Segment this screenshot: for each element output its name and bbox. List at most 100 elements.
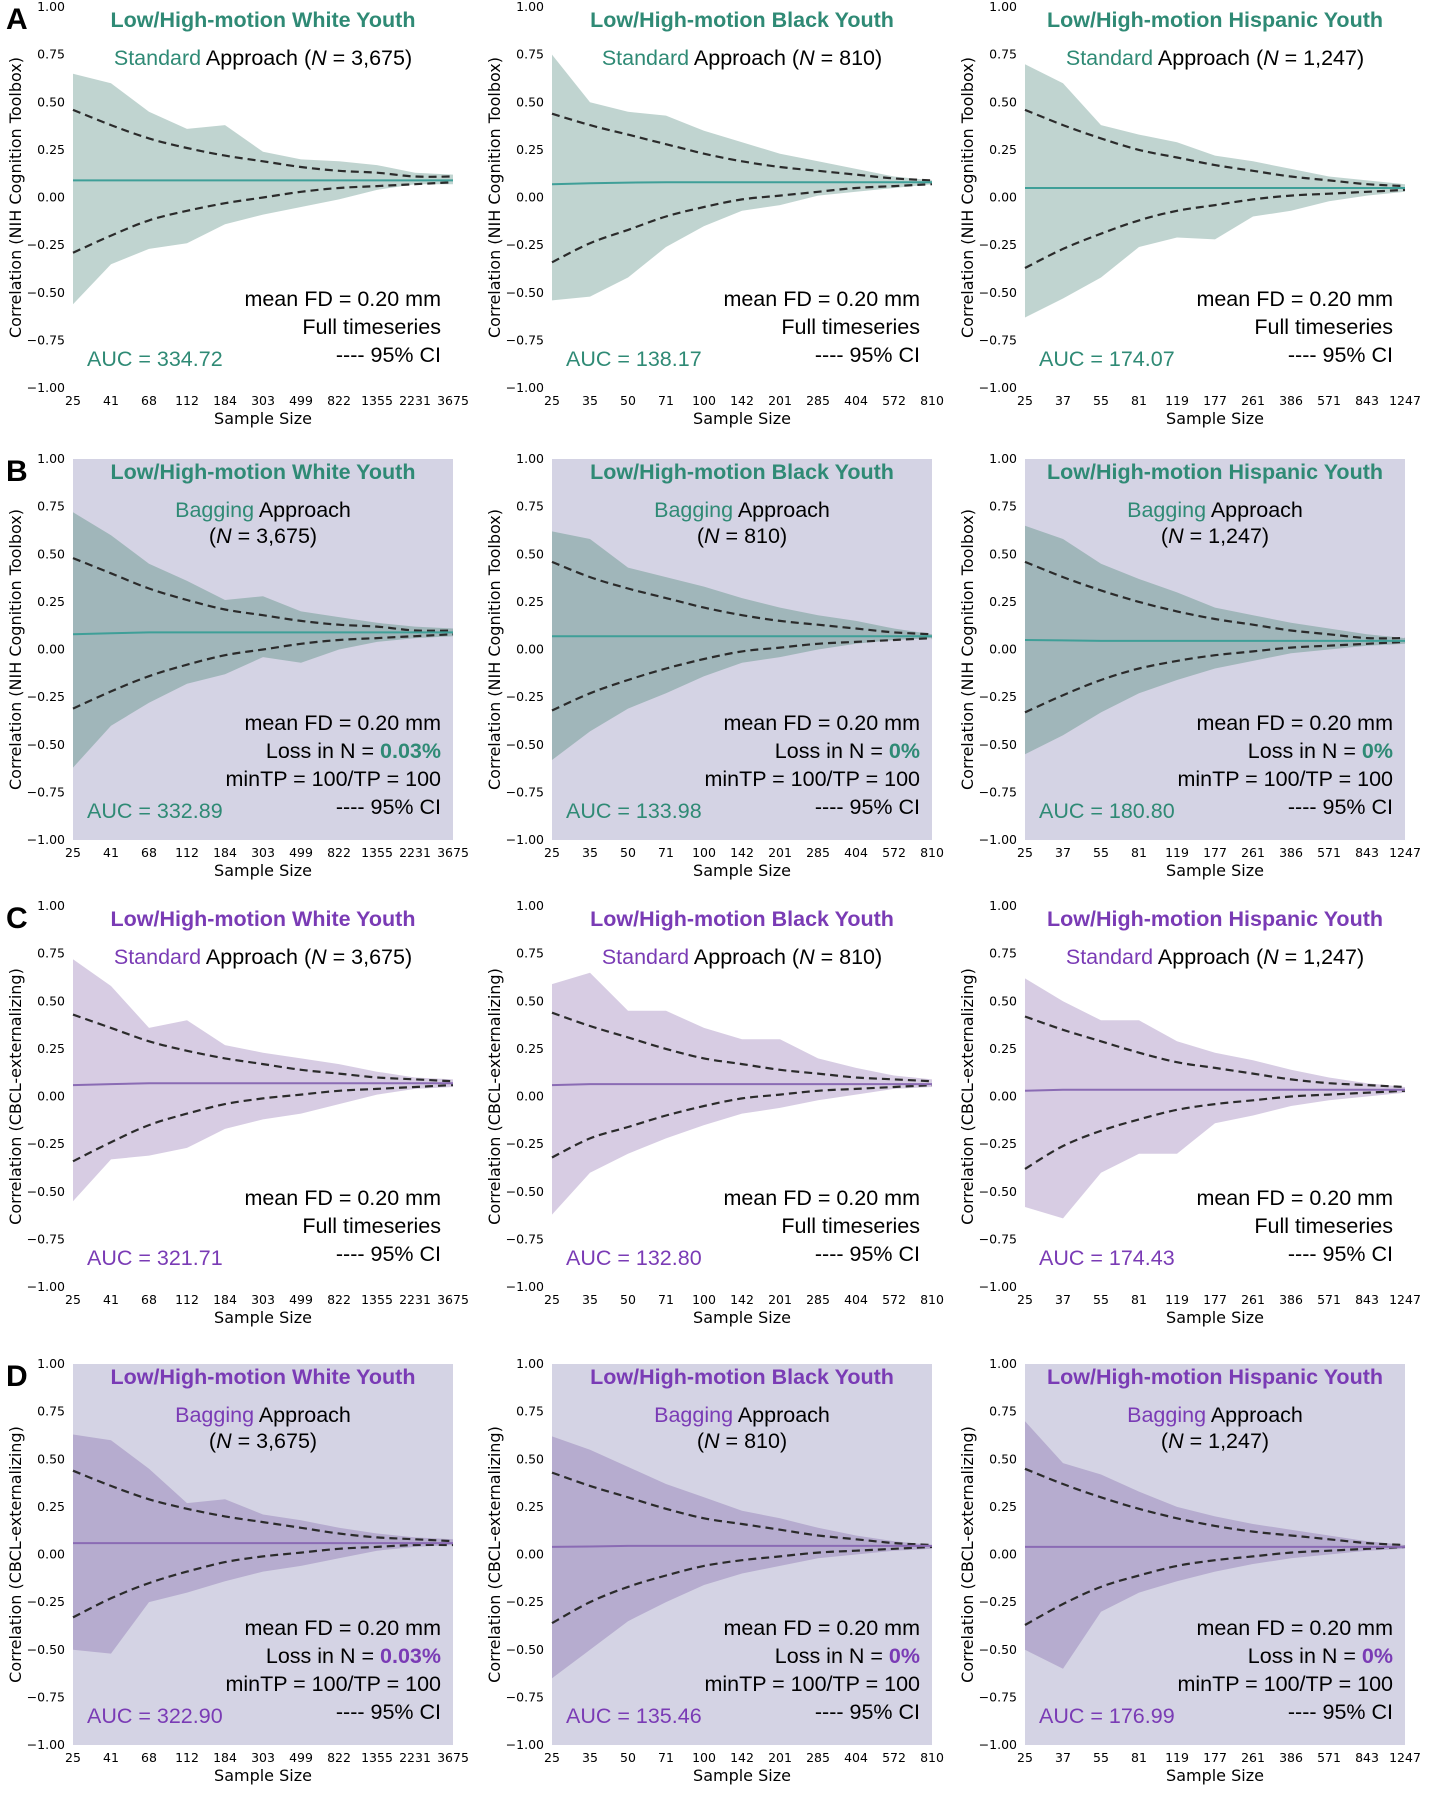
x-tick-label: 571 [1317, 845, 1341, 860]
y-tick-label: 0.00 [516, 642, 544, 657]
n-value: 810 [744, 524, 780, 548]
ci-upper-line [72, 557, 454, 632]
ci-upper-line [72, 1013, 454, 1083]
x-tick-label: 184 [213, 845, 237, 860]
y-tick-label: 0.75 [516, 47, 544, 62]
mean-fd-label: mean FD = 0.20 mm [723, 711, 920, 735]
approach-suffix-word: Approach [259, 498, 351, 522]
mintp-label: minTP = 100/TP = 100 [704, 767, 920, 791]
y-tick-label: −1.00 [506, 1279, 544, 1294]
x-axis-title: Sample Size [214, 1308, 312, 1327]
x-tick-label: 100 [692, 393, 716, 408]
approach-suffix-word: Approach [694, 46, 786, 70]
x-tick-label: 261 [1241, 1292, 1265, 1307]
panel-letter: C [6, 902, 28, 935]
n-open: ( [1250, 46, 1264, 70]
panel-title: Low/High-motion Hispanic Youth [1047, 1365, 1383, 1389]
y-tick-label: 1.00 [37, 0, 65, 14]
approach-suffix-word: Approach [1158, 46, 1250, 70]
correlation-range-band [1025, 64, 1405, 318]
chart-panel-8: 1.00 0.75 0.50 0.25 0.00 −0.25 −0.50 −0.75 −1.00… [485, 898, 944, 1327]
y-tick-label: 0.25 [37, 1499, 65, 1514]
y-tick-label: −1.00 [506, 380, 544, 395]
n-label: (N = 3,675) [209, 524, 317, 548]
approach-name: Standard [114, 945, 201, 969]
loss-label: Loss in N = 0.03% [266, 1644, 441, 1668]
n-open: ( [1161, 524, 1169, 548]
approach-name: Standard [602, 46, 689, 70]
x-tick-label: 119 [1165, 1750, 1189, 1765]
x-tick-label: 71 [658, 845, 674, 860]
y-tick-label: −1.00 [506, 832, 544, 847]
loss-prefix: Loss in N = [266, 1644, 374, 1668]
n-equals: = [232, 1429, 257, 1453]
mintp-label: minTP = 100/TP = 100 [225, 1672, 441, 1696]
ci-upper-line [551, 1011, 933, 1083]
x-axis-title: Sample Size [214, 409, 312, 428]
approach-name: Bagging [175, 498, 254, 522]
mean-correlation-line [551, 1083, 932, 1087]
y-tick-label: 1.00 [516, 0, 544, 14]
loss-value: 0% [889, 739, 920, 763]
x-tick-label: 142 [730, 845, 754, 860]
ci-upper-line [1024, 108, 1406, 188]
x-tick-label: 142 [730, 393, 754, 408]
x-axis-title: Sample Size [1166, 1766, 1264, 1785]
chart-panel-12: 1.00 0.75 0.50 0.25 0.00 −0.25 −0.50 −0.75 −1.00… [958, 1356, 1421, 1785]
ci-upper-line [72, 1469, 454, 1543]
y-tick-label: 0.00 [37, 1089, 65, 1104]
n-label: (N = 1,247) [1161, 524, 1269, 548]
mean-fd-label: mean FD = 0.20 mm [244, 711, 441, 735]
x-tick-label: 499 [289, 845, 313, 860]
x-axis-title: Sample Size [214, 861, 312, 880]
approach-label: Standard Approach (N = 1,247) [1066, 945, 1364, 969]
panel-title: Low/High-motion Black Youth [590, 1365, 894, 1389]
y-tick-label: 0.25 [37, 142, 65, 157]
approach-name: Standard [602, 945, 689, 969]
x-tick-label: 112 [175, 1750, 199, 1765]
x-tick-label: 1247 [1389, 393, 1421, 408]
y-tick-label: −0.25 [979, 689, 1017, 704]
x-tick-label: 25 [1017, 1292, 1033, 1307]
y-axis-title: Correlation (CBCL-externalizing) [6, 1426, 25, 1683]
approach-label: Standard Approach (N = 3,675) [114, 46, 412, 70]
x-tick-label: 100 [692, 1292, 716, 1307]
y-tick-label: −1.00 [979, 1279, 1017, 1294]
x-tick-label: 822 [327, 393, 351, 408]
y-tick-label: 1.00 [37, 1356, 65, 1371]
x-axis-title: Sample Size [693, 1766, 791, 1785]
x-tick-label: 41 [103, 1292, 119, 1307]
n-equals: = [1279, 945, 1304, 969]
y-tick-label: −0.25 [979, 237, 1017, 252]
y-tick-label: −0.75 [979, 784, 1017, 799]
y-tick-label: −0.25 [979, 1594, 1017, 1609]
n-open: ( [786, 46, 800, 70]
ci-lower-line [72, 181, 454, 254]
y-tick-label: 0.75 [516, 499, 544, 514]
mintp-label: minTP = 100/TP = 100 [1177, 767, 1393, 791]
x-tick-label: 822 [327, 1750, 351, 1765]
y-tick-label: 0.75 [37, 499, 65, 514]
x-tick-label: 81 [1131, 393, 1147, 408]
n-equals: = [815, 945, 840, 969]
y-tick-label: 0.25 [516, 142, 544, 157]
auc-label: AUC = 174.43 [1039, 1246, 1175, 1270]
correlation-range-band [552, 54, 932, 301]
y-tick-label: −0.25 [506, 1594, 544, 1609]
x-tick-label: 50 [620, 845, 636, 860]
mean-fd-label: mean FD = 0.20 mm [1196, 711, 1393, 735]
x-tick-label: 810 [920, 845, 944, 860]
approach-name: Bagging [1127, 1403, 1206, 1427]
mean-fd-label: mean FD = 0.20 mm [1196, 1616, 1393, 1640]
chart-panel-5: 1.00 0.75 0.50 0.25 0.00 −0.25 −0.50 −0.75 −1.00… [485, 451, 944, 880]
mean-fd-label: mean FD = 0.20 mm [1196, 287, 1393, 311]
x-tick-label: 50 [620, 393, 636, 408]
y-tick-label: −1.00 [27, 1737, 65, 1752]
auc-label: AUC = 332.89 [87, 799, 223, 823]
auc-label: AUC = 138.17 [566, 347, 702, 371]
n-open: ( [298, 945, 312, 969]
x-tick-label: 142 [730, 1750, 754, 1765]
auc-label: AUC = 133.98 [566, 799, 702, 823]
x-tick-label: 142 [730, 1292, 754, 1307]
x-tick-label: 571 [1317, 1292, 1341, 1307]
